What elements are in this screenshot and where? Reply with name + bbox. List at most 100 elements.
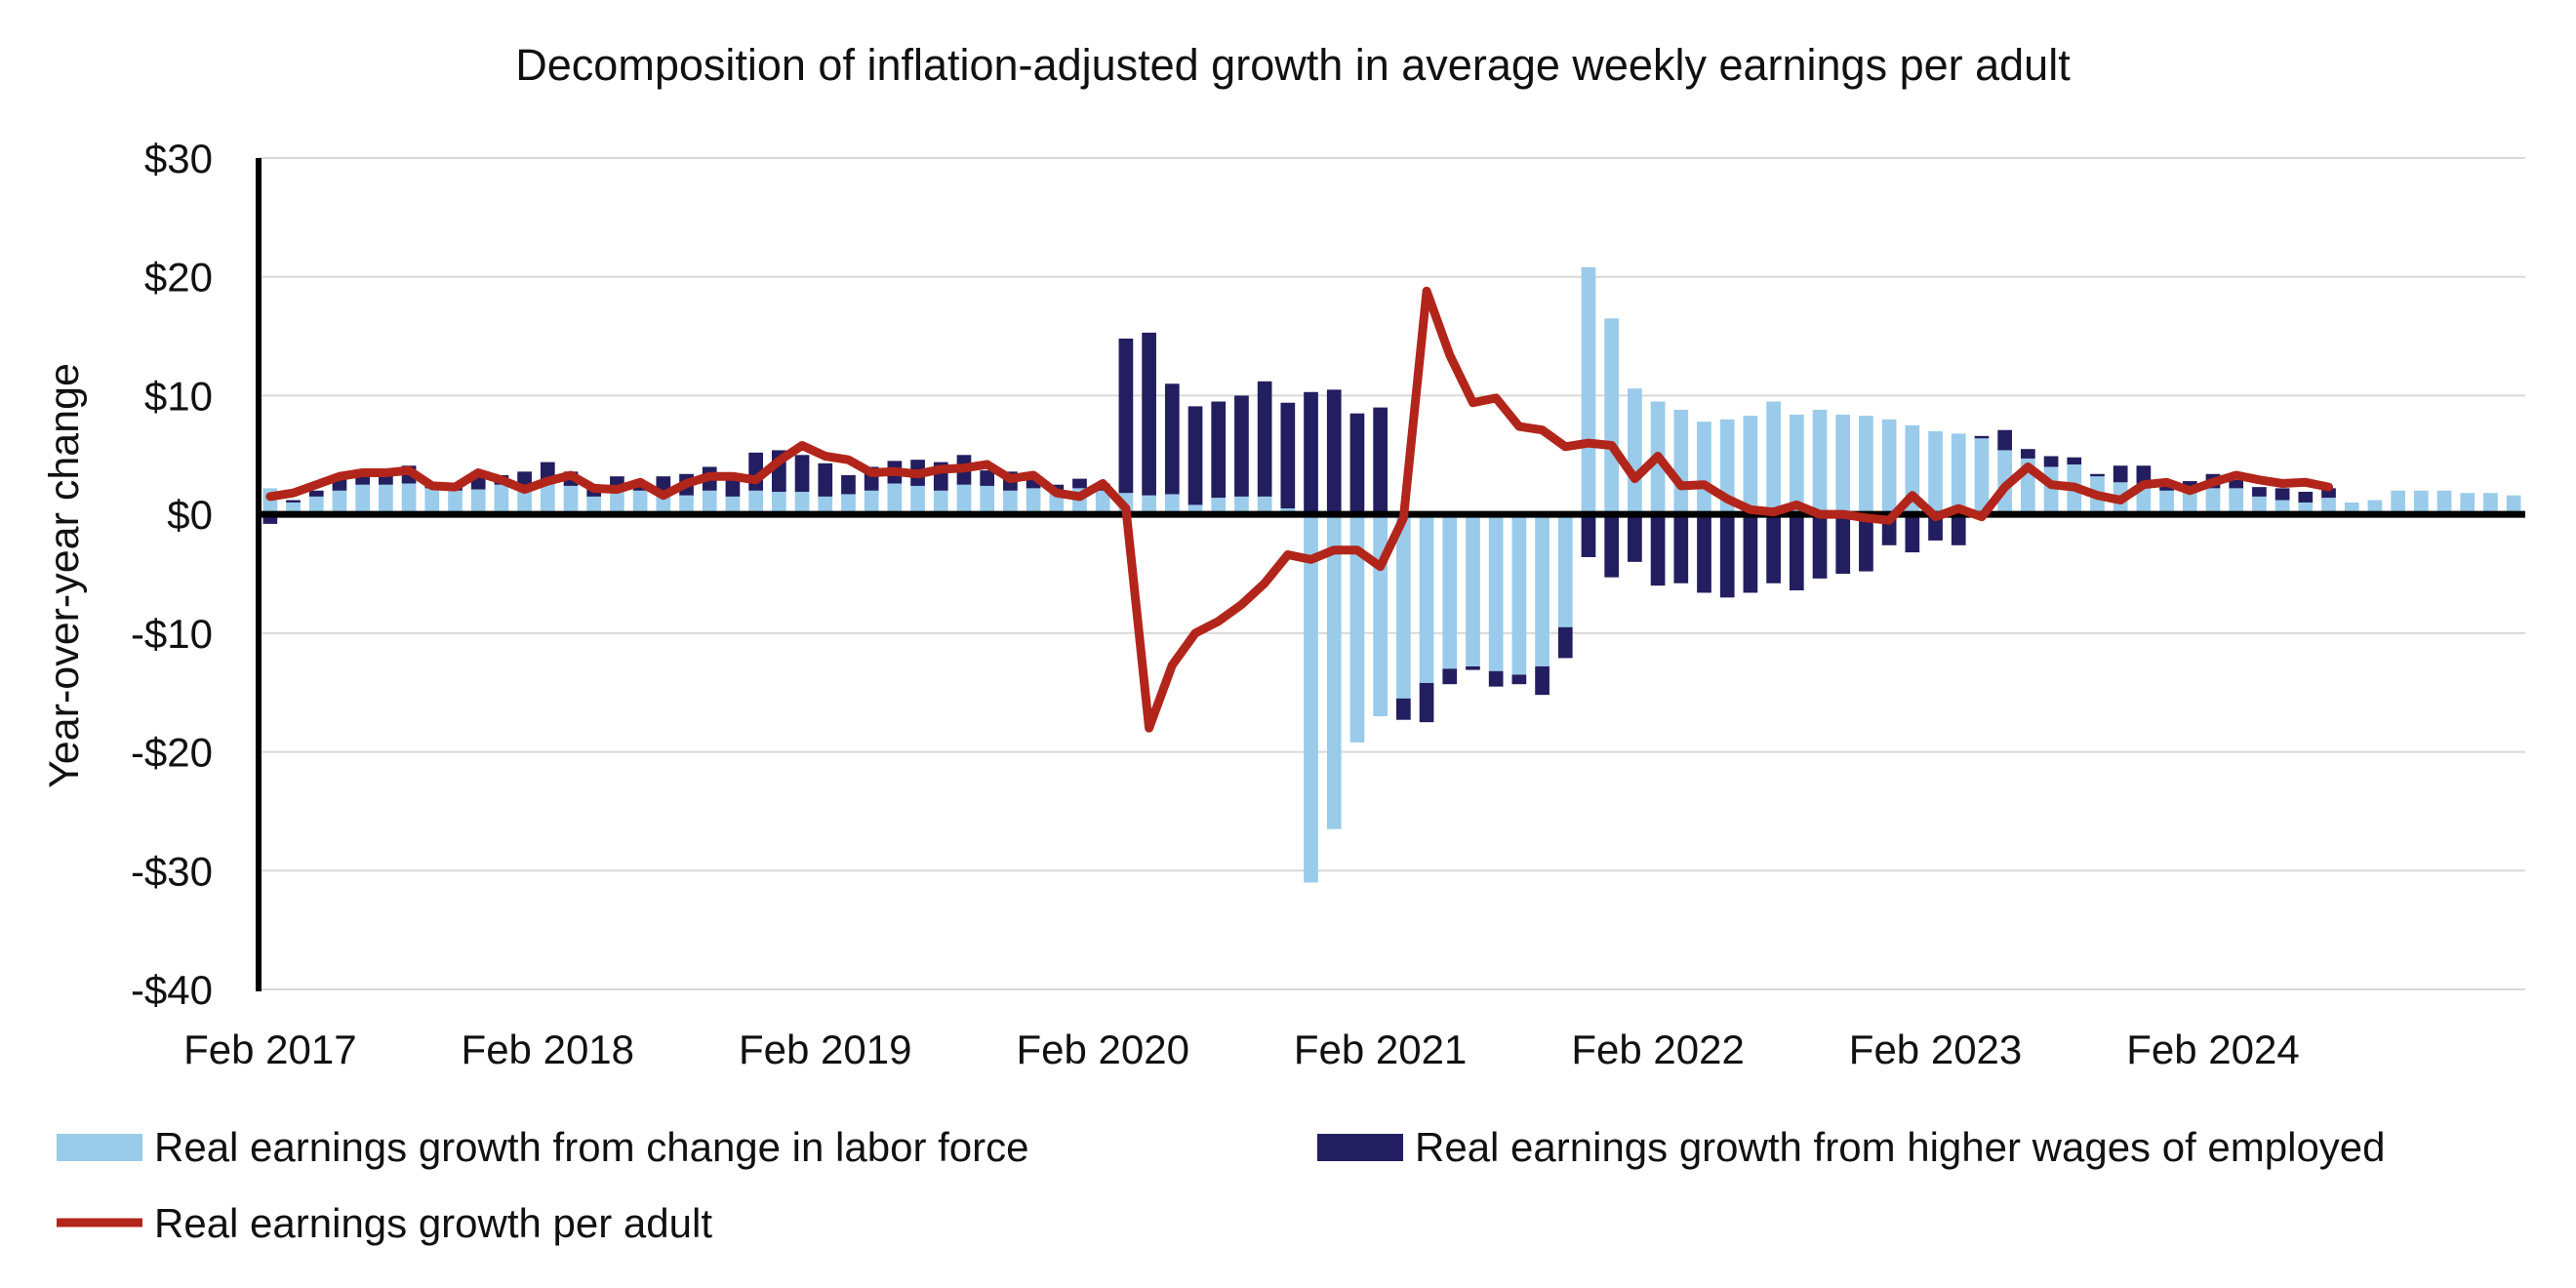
bar-wages	[2321, 488, 2336, 499]
bar-labor-force	[632, 490, 648, 515]
bar-wages	[1373, 407, 1388, 515]
bar-labor-force	[2182, 489, 2197, 515]
bar-labor-force	[794, 492, 810, 515]
bar-wages	[2067, 457, 2082, 465]
bar-wages	[1488, 670, 1504, 687]
bar-wages	[1164, 383, 1180, 495]
bar-wages	[2136, 465, 2152, 484]
bar-labor-force	[332, 490, 347, 515]
bar-labor-force	[494, 484, 509, 515]
bar-wages	[818, 463, 833, 497]
bar-labor-force	[910, 485, 925, 515]
x-tick-label: Feb 2019	[739, 1026, 911, 1072]
bar-wages	[1442, 668, 1458, 685]
bar-wages	[1142, 332, 1156, 496]
bar-labor-force	[2483, 493, 2498, 515]
bar-labor-force	[2252, 496, 2267, 515]
bar-labor-force	[1812, 410, 1828, 515]
bar-labor-force	[1974, 438, 1990, 515]
legend-label-total: Real earnings growth per adult	[154, 1200, 712, 1246]
chart-title: Decomposition of inflation-adjusted grow…	[515, 40, 2071, 90]
bars	[262, 266, 2521, 883]
bar-labor-force	[679, 495, 694, 515]
bar-wages	[794, 455, 810, 493]
bar-labor-force	[1673, 410, 1689, 515]
bar-labor-force	[1026, 488, 1041, 515]
bar-wages	[2113, 465, 2128, 483]
bar-labor-force	[563, 485, 579, 515]
bar-wages	[1026, 479, 1041, 489]
bar-wages	[2021, 449, 2035, 459]
bar-wages	[1257, 381, 1272, 497]
bar-wages	[1511, 674, 1527, 685]
y-tick-label: -$30	[131, 848, 213, 894]
bar-labor-force	[1581, 266, 1596, 515]
bar-labor-force	[1419, 514, 1434, 683]
bar-wages	[1628, 514, 1642, 562]
bar-wages	[1766, 514, 1781, 584]
bar-labor-force	[379, 484, 393, 515]
bar-labor-force	[1187, 504, 1203, 515]
bar-labor-force	[818, 496, 833, 515]
bar-wages	[2090, 473, 2105, 477]
bar-wages	[1557, 626, 1573, 659]
gridlines	[259, 157, 2525, 990]
bar-labor-force	[2506, 495, 2521, 515]
total-line-layer	[265, 286, 2333, 733]
bar-wages	[2274, 488, 2290, 501]
bar-labor-force	[1164, 494, 1180, 515]
bar-labor-force	[2159, 490, 2174, 515]
bar-labor-force	[1766, 401, 1781, 515]
bar-labor-force	[470, 489, 486, 515]
bar-labor-force	[1951, 433, 1966, 515]
bar-wages	[1234, 395, 1249, 497]
y-tick-labels: $30 $20 $10 $0 -$10 -$20 -$30 -$40	[131, 136, 213, 1013]
bar-labor-force	[1349, 514, 1365, 743]
bar-wages	[1326, 389, 1342, 515]
bar-labor-force	[1511, 514, 1527, 675]
axes	[256, 158, 2525, 991]
bar-labor-force	[771, 492, 786, 515]
bar-wages	[1835, 514, 1851, 574]
y-axis-label: Year-over-year change	[41, 363, 88, 788]
bar-wages	[1859, 514, 1873, 572]
line-total-growth	[265, 286, 2333, 733]
bar-labor-force	[1396, 514, 1411, 699]
bar-wages	[286, 500, 301, 503]
bar-labor-force	[2436, 490, 2452, 515]
bar-labor-force	[887, 483, 903, 515]
bar-labor-force	[980, 485, 995, 515]
bar-labor-force	[308, 496, 324, 515]
bar-labor-force	[2205, 488, 2221, 515]
bar-wages	[308, 490, 324, 497]
bar-wages	[1789, 514, 1804, 591]
x-tick-label: Feb 2018	[462, 1026, 634, 1072]
bar-wages	[1466, 665, 1480, 670]
bar-labor-force	[1928, 430, 1943, 515]
bar-labor-force	[1211, 498, 1227, 515]
bar-wages	[2043, 456, 2059, 467]
y-tick-label: -$40	[131, 967, 213, 1013]
bar-labor-force	[401, 483, 417, 515]
y-tick-label: $20	[144, 255, 213, 301]
bar-labor-force	[2274, 500, 2290, 515]
bar-wages	[656, 476, 671, 493]
bar-labor-force	[586, 496, 602, 515]
bar-labor-force	[2413, 490, 2429, 515]
y-tick-label: -$20	[131, 730, 213, 776]
bar-wages	[1951, 514, 1966, 545]
bar-wages	[2298, 492, 2314, 503]
x-tick-label: Feb 2017	[183, 1026, 356, 1072]
bar-labor-force	[864, 490, 879, 515]
x-tick-label: Feb 2023	[1849, 1026, 2022, 1072]
bar-labor-force	[1257, 496, 1272, 515]
legend-label-wages: Real earnings growth from higher wages o…	[1415, 1124, 2386, 1170]
bar-wages	[1396, 698, 1411, 720]
bar-wages	[1697, 514, 1711, 593]
bar-wages	[980, 470, 995, 486]
bar-wages	[1673, 514, 1689, 584]
bar-labor-force	[933, 490, 948, 515]
bar-labor-force	[540, 483, 555, 515]
